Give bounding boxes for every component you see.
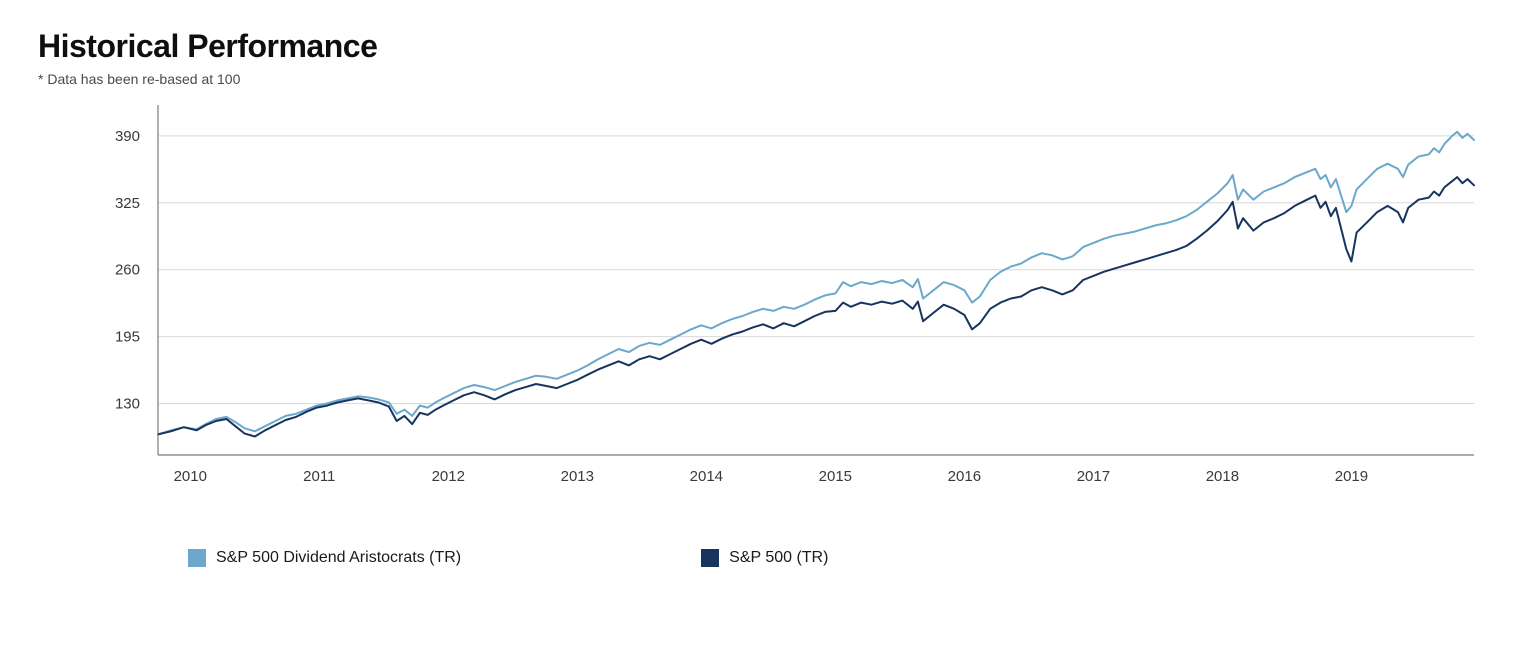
svg-text:130: 130 <box>115 396 140 413</box>
svg-text:2011: 2011 <box>303 468 335 485</box>
svg-text:2014: 2014 <box>690 468 723 485</box>
svg-text:2018: 2018 <box>1206 468 1239 485</box>
svg-text:2010: 2010 <box>174 468 207 485</box>
chart-legend: S&P 500 Dividend Aristocrats (TR) S&P 50… <box>38 549 1494 567</box>
legend-swatch-sp500 <box>701 549 719 567</box>
chart-container: Historical Performance * Data has been r… <box>0 0 1532 648</box>
chart-plot-area: 130 195 260 325 390 2010 2011 2012 2013 2014 2015 2… <box>38 97 1494 517</box>
legend-swatch-aristocrats <box>188 549 206 567</box>
legend-label-sp500: S&P 500 (TR) <box>729 549 828 567</box>
svg-text:2019: 2019 <box>1335 468 1368 485</box>
svg-text:325: 325 <box>115 195 140 212</box>
chart-svg: 130 195 260 325 390 2010 2011 2012 2013 2014 2015 2… <box>38 97 1494 517</box>
svg-text:2016: 2016 <box>948 468 981 485</box>
svg-text:2015: 2015 <box>819 468 852 485</box>
svg-text:390: 390 <box>115 128 140 145</box>
svg-text:195: 195 <box>115 329 140 346</box>
chart-title: Historical Performance <box>38 28 1494 65</box>
legend-item-sp500: S&P 500 (TR) <box>701 549 828 567</box>
chart-subtitle: * Data has been re-based at 100 <box>38 71 1494 87</box>
legend-label-aristocrats: S&P 500 Dividend Aristocrats (TR) <box>216 549 461 567</box>
svg-text:2012: 2012 <box>432 468 465 485</box>
svg-text:260: 260 <box>115 262 140 279</box>
legend-item-aristocrats: S&P 500 Dividend Aristocrats (TR) <box>188 549 461 567</box>
svg-text:2013: 2013 <box>561 468 594 485</box>
svg-text:2017: 2017 <box>1077 468 1110 485</box>
